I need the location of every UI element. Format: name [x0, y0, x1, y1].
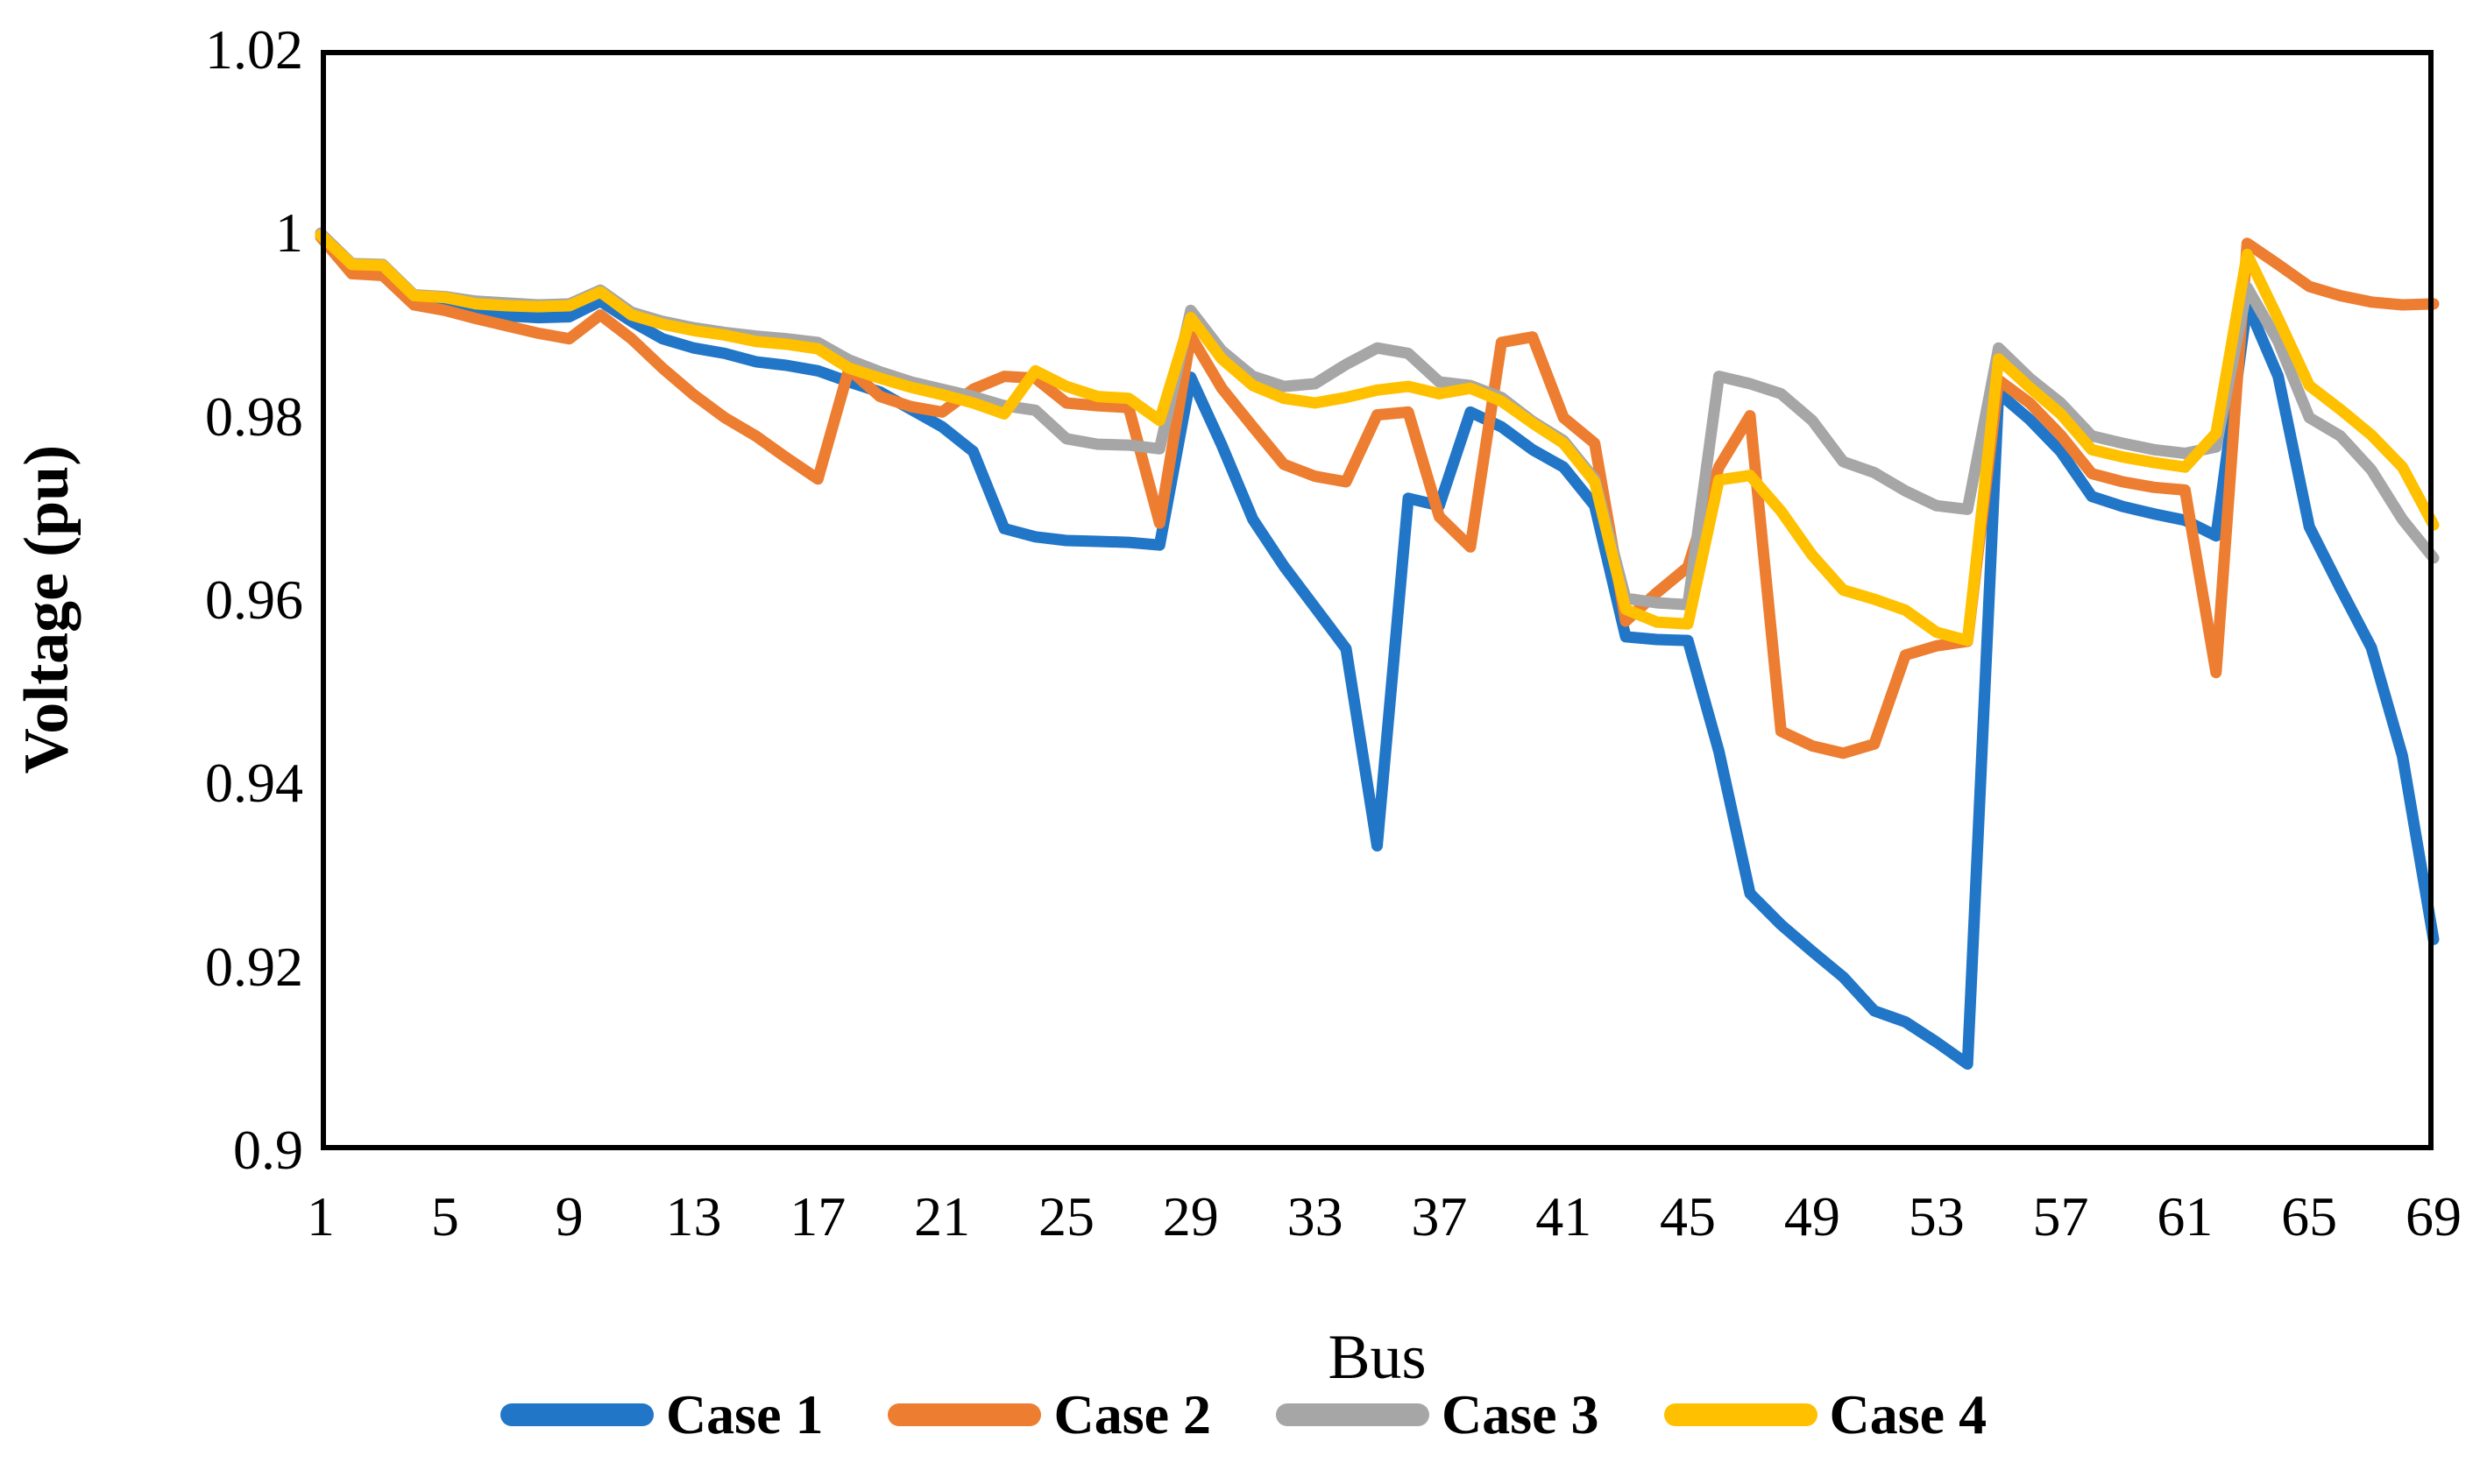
x-tick-label-69: 69 — [2406, 1185, 2462, 1247]
legend-item-case-4: Case 4 — [1663, 1382, 1987, 1447]
legend: Case 1 Case 2 Case 3 Case 4 — [0, 1382, 2487, 1447]
x-tick-label-65: 65 — [2281, 1185, 2338, 1247]
x-tick-label-25: 25 — [1038, 1185, 1095, 1247]
legend-item-case-1: Case 1 — [500, 1382, 824, 1447]
x-tick-label-13: 13 — [665, 1185, 722, 1247]
x-tick-label-1: 1 — [307, 1185, 335, 1247]
legend-label: Case 4 — [1829, 1383, 1987, 1445]
x-tick-label-41: 41 — [1535, 1185, 1592, 1247]
y-tick-label-1: 1 — [275, 201, 303, 265]
x-tick-label-9: 9 — [555, 1185, 584, 1247]
y-tick-label-0.96: 0.96 — [205, 569, 303, 631]
x-tick-label-49: 49 — [1783, 1185, 1840, 1247]
x-tick-label-61: 61 — [2157, 1185, 2214, 1247]
x-axis-title: Bus — [1328, 1322, 1427, 1392]
y-tick-label-0.94: 0.94 — [205, 752, 303, 815]
x-tick-label-57: 57 — [2032, 1185, 2089, 1247]
legend-item-case-3: Case 3 — [1276, 1382, 1599, 1447]
y-tick-label-0.92: 0.92 — [205, 935, 303, 998]
legend-label: Case 2 — [1053, 1383, 1211, 1445]
series-line-case-4 — [315, 229, 2440, 647]
x-tick-label-5: 5 — [430, 1185, 459, 1247]
y-tick-label-0.9: 0.9 — [233, 1119, 303, 1181]
x-tick-label-37: 37 — [1411, 1185, 1468, 1247]
legend-label: Case 1 — [665, 1383, 824, 1445]
legend-swatch-icon-case-3 — [1276, 1403, 1429, 1426]
series-line-case-1 — [315, 228, 2440, 1071]
y-tick-label-0.98: 0.98 — [205, 385, 303, 448]
legend-item-case-2: Case 2 — [888, 1382, 1211, 1447]
legend-swatch-icon-case-1 — [500, 1403, 654, 1426]
plot-frame — [321, 50, 2434, 1150]
x-tick-label-53: 53 — [1908, 1185, 1965, 1247]
legend-label: Case 3 — [1442, 1383, 1599, 1445]
x-tick-label-45: 45 — [1660, 1185, 1717, 1247]
y-tick-label-1.02: 1.02 — [205, 18, 303, 81]
legend-swatch-icon-case-4 — [1663, 1403, 1817, 1426]
legend-swatch-icon-case-2 — [888, 1403, 1042, 1426]
x-tick-label-29: 29 — [1162, 1185, 1219, 1247]
series-line-case-2 — [315, 231, 2440, 760]
x-tick-label-33: 33 — [1286, 1185, 1343, 1247]
x-tick-label-21: 21 — [914, 1185, 971, 1247]
x-tick-label-17: 17 — [790, 1185, 847, 1247]
